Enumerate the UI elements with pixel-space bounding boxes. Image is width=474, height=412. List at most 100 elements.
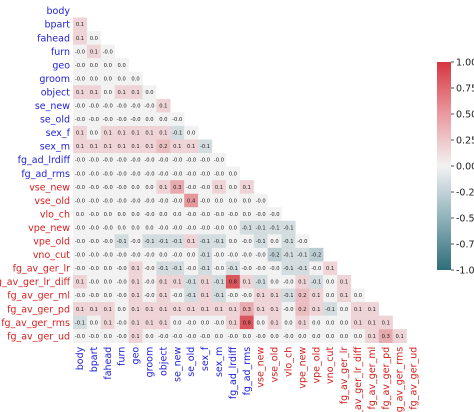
heatmap-cell-r14-c4 [128,193,143,208]
cell-value-r21-c15: -0.1 [283,293,293,299]
heatmap-cell-r10-c0 [73,139,88,154]
heatmap-cell-r4-c1 [86,58,101,72]
cell-value-r7-c0: -0.0 [75,104,85,110]
cell-value-r22-c19: 0.0 [340,307,348,313]
heatmap-cell-r12-c2 [100,166,115,181]
heatmap-cell-r22-c19 [337,302,352,316]
heatmap-cell-r9-c3 [114,125,129,140]
cell-value-r17-c15: -0.1 [283,239,293,245]
heatmap-cell-r24-c21 [364,329,379,343]
heatmap-cell-r17-c7 [170,234,185,249]
heatmap-cell-r16-c6 [156,220,171,235]
cell-value-r17-c7: -0.1 [172,239,182,245]
cell-value-r9-c3: 0.1 [118,131,126,137]
heatmap-cell-r13-c11 [225,180,240,194]
cell-value-r24-c18: 0.0 [326,334,334,340]
heatmap-cell-r21-c8 [184,288,199,303]
col-label-fg-av-ger-ml: fg_av_ger_ml [367,347,378,410]
cell-value-r12-c2: -0.0 [103,171,113,177]
heatmap-cell-r16-c9 [198,220,213,235]
cell-value-r20-c14: 0.0 [270,280,278,286]
cell-value-r20-c8: -0.1 [186,280,196,286]
cell-value-r11-c5: -0.0 [144,158,154,164]
cell-value-r11-c7: -0.0 [172,158,182,164]
heatmap-cell-r5-c3 [114,71,129,86]
cell-value-r20-c0: 0.1 [76,280,84,286]
cell-value-r17-c3: -0.1 [117,239,127,245]
heatmap-cell-r14-c13 [253,193,268,208]
heatmap-cell-r24-c14 [267,329,282,343]
heatmap-cell-r20-c10 [212,275,227,289]
colorbar-tick-label-5: -0.25 [456,187,474,198]
cell-value-r18-c7: -0.0 [172,253,182,259]
heatmap-cell-r10-c6 [156,139,171,154]
heatmap-cell-r22-c3 [114,302,129,316]
cell-value-r15-c11: -0.0 [228,212,238,218]
heatmap-cell-r18-c7 [170,247,185,262]
heatmap-cell-r21-c20 [351,288,366,303]
col-label-vlo-ch: vlo_ch [283,347,294,377]
cell-value-r20-c19: 0.1 [340,280,348,286]
cell-value-r9-c1: 0.0 [90,131,98,137]
cell-value-r8-c1: -0.0 [89,117,99,123]
cell-value-r12-c5: -0.0 [144,171,154,177]
heatmap-cell-r22-c12 [239,302,254,316]
heatmap-cell-r17-c16 [295,234,310,249]
heatmap-cell-r16-c10 [212,220,227,235]
cell-value-r5-c2: 0.0 [104,76,112,82]
heatmap-cell-r20-c0 [73,275,88,289]
cell-value-r23-c4: 0.1 [131,320,139,326]
cell-value-r18-c1: -0.0 [89,253,99,259]
heatmap-cell-r17-c9 [198,234,213,249]
heatmap-cell-r17-c1 [86,234,101,249]
heatmap-cell-r3-c2 [100,44,115,59]
cell-value-r17-c8: 0.1 [187,239,195,245]
heatmap-cell-r17-c4 [128,234,143,249]
cell-value-r5-c3: 0.0 [118,76,126,82]
row-label-se-old: se_old [40,115,70,126]
heatmap-cell-r23-c13 [253,315,268,330]
heatmap-cell-r19-c17 [309,261,324,276]
heatmap-cell-r24-c0 [73,329,88,343]
heatmap-cell-r10-c9 [198,139,213,154]
heatmap-cell-r24-c4 [128,329,143,343]
heatmap-cell-r24-c13 [253,329,268,343]
cell-value-r23-c7: 0.0 [173,320,181,326]
heatmap-cell-r22-c5 [142,302,157,316]
heatmap-cell-r19-c18 [323,261,338,276]
heatmap-cell-r8-c1 [86,112,101,127]
cell-value-r19-c3: -0.0 [117,266,127,272]
heatmap-cell-r17-c8 [184,234,199,249]
col-label-vno-cut: vno_cut [325,346,336,383]
heatmap-cell-r23-c8 [184,315,199,330]
heatmap-cell-r18-c10 [212,247,227,262]
heatmap-cell-r20-c14 [267,275,282,289]
cell-value-r4-c3: 0.0 [118,63,126,69]
cell-value-r16-c9: -0.0 [200,225,210,231]
heatmap-cell-r5-c1 [86,71,101,86]
cell-value-r17-c1: -0.0 [89,239,99,245]
heatmap-cell-r21-c10 [212,288,227,303]
cell-value-r20-c16: 0.1 [298,280,306,286]
cell-value-r17-c12: -0.0 [242,239,252,245]
heatmap-cell-r15-c0 [73,207,88,221]
heatmap-cell-r23-c0 [73,315,88,330]
cell-value-r12-c1: -0.0 [89,171,99,177]
cell-value-r24-c19: 0.0 [340,334,348,340]
heatmap-cell-r12-c4 [128,166,143,181]
cell-value-r15-c9: -0.0 [200,212,210,218]
cell-value-r15-c10: -0.0 [214,212,224,218]
heatmap-cell-r21-c18 [323,288,338,303]
heatmap-cell-r4-c3 [114,58,129,72]
heatmap-cell-r20-c1 [86,275,101,289]
heatmap-cell-r16-c11 [225,220,240,235]
heatmap-cell-r20-c4 [128,275,143,289]
row-labels: body bpart fahead furn geo groom object se_news… [0,6,71,342]
heatmap-cell-r19-c6 [156,261,171,276]
heatmap-cell-r20-c11 [225,275,240,289]
cell-value-r20-c11: 0.8 [229,280,237,286]
cell-value-r19-c15: -0.1 [283,266,293,272]
col-label-groom: groom [144,347,155,378]
heatmap-cell-r10-c3 [114,139,129,154]
cell-value-r14-c2: -0.0 [103,198,113,204]
